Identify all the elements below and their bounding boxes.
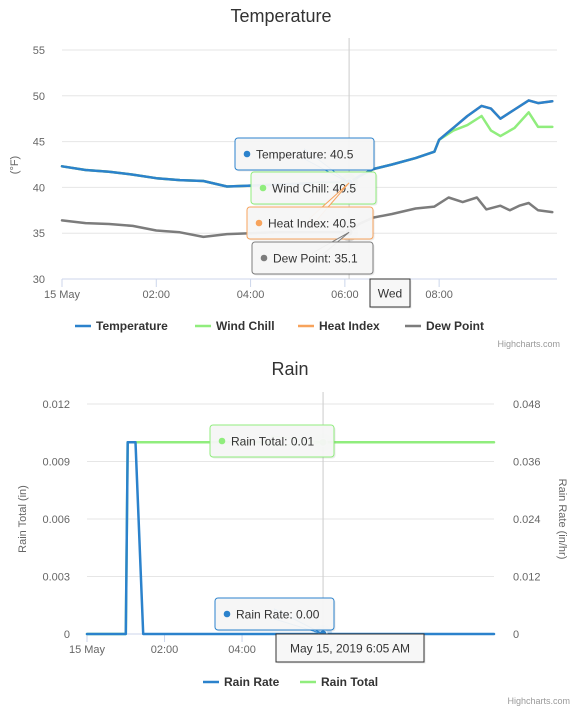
y2-tick-label: 0.036 [513, 457, 541, 469]
legend-item: Rain Total [321, 675, 378, 689]
tooltip-dot [243, 150, 251, 158]
tooltip-dot [218, 437, 226, 445]
x-tick-label: 15 May [44, 289, 81, 301]
x-ticks [61, 279, 440, 287]
tooltip: Dew Point: 35.1 [251, 231, 375, 276]
tooltip-label: Heat Index: 40.5 [268, 217, 356, 231]
x-tick-label: 06:00 [331, 289, 359, 301]
y-tick-label: 0.003 [42, 572, 70, 584]
y-axis-title: Rain Total (in) [17, 485, 29, 553]
tooltip-box [275, 633, 425, 663]
tooltip-label: Wed [378, 287, 402, 301]
x-tick-label: 04:00 [237, 289, 265, 301]
tooltip-label: Rain Rate: 0.00 [236, 608, 320, 622]
legend-item: Dew Point [426, 319, 484, 333]
y-tick-label: 40 [33, 182, 45, 194]
x-tick-label: 02:00 [143, 289, 171, 301]
tooltip-box [250, 171, 377, 205]
x-tick-label: 04:00 [228, 644, 256, 656]
tooltip-box [234, 137, 375, 171]
y-tick-label: 50 [33, 91, 45, 103]
tooltip: Temperature: 40.5 [234, 137, 376, 184]
y2-tick-labels: 0 0.012 0.024 0.036 0.048 [513, 399, 541, 641]
y2-axis-title: Rain Rate (in/hr) [556, 479, 568, 560]
legend-item: Rain Rate [224, 675, 280, 689]
y-tick-label: 55 [33, 45, 45, 57]
y2-tick-label: 0.048 [513, 399, 541, 411]
y-tick-labels: 0 0.003 0.006 0.009 0.012 [42, 399, 70, 641]
x-tick-label: 08:00 [425, 289, 453, 301]
rain-chart: Rain 0 0.003 0.006 0.009 0.012 0 0.012 0.024 0.… [17, 359, 570, 706]
credits[interactable]: Highcharts.com [497, 339, 560, 349]
y-axis-title: (°F) [9, 156, 21, 174]
x-tooltip: Wed [369, 278, 412, 309]
legend-item: Wind Chill [216, 319, 275, 333]
x-tooltip: May 15, 2019 6:05 AM [275, 633, 426, 664]
tooltip-dot [255, 219, 263, 227]
chart-title: Rain [271, 359, 308, 379]
y-tick-label: 0 [64, 629, 70, 641]
x-tick-label: 02:00 [151, 644, 179, 656]
y2-tick-label: 0 [513, 629, 519, 641]
y2-tick-label: 0.024 [513, 514, 541, 526]
tooltip-label: May 15, 2019 6:05 AM [290, 642, 410, 656]
tooltip-label: Wind Chill: 40.5 [272, 182, 356, 196]
tooltip: Rain Rate: 0.00 [214, 597, 336, 635]
tooltip-box [369, 278, 411, 308]
legend-item: Heat Index [319, 319, 380, 333]
y-tick-label: 0.012 [42, 399, 70, 411]
y-tick-label: 45 [33, 137, 45, 149]
tooltip: Wind Chill: 40.5 [250, 171, 378, 206]
y-tick-label: 35 [33, 228, 45, 240]
x-tick-labels: 15 May 02:00 04:00 06:00 08:00 [44, 289, 453, 301]
legend-item: Temperature [96, 319, 168, 333]
x-tick-label: 15 May [69, 644, 106, 656]
legend: Rain Rate Rain Total [203, 675, 378, 689]
temperature-chart: Temperature 30 35 40 45 50 55 (°F) 15 May 02:0… [9, 6, 560, 349]
y2-tick-label: 0.012 [513, 572, 541, 584]
y-tick-labels: 30 35 40 45 50 55 [33, 45, 45, 286]
tooltip-layer: Rain Total: 0.01 Rain Rate: 0.00 May 15, 2… [209, 424, 426, 664]
tooltip-box [214, 597, 335, 631]
tooltip-box [251, 241, 374, 275]
y-tick-label: 30 [33, 274, 45, 286]
tooltip-box [209, 424, 335, 458]
tooltip: Heat Index: 40.5 [246, 182, 375, 241]
chart-title: Temperature [230, 6, 331, 26]
legend: Temperature Wind Chill Heat Index Dew Point [75, 319, 484, 333]
tooltip-label: Temperature: 40.5 [256, 148, 354, 162]
y-tick-label: 0.006 [42, 514, 70, 526]
tooltip-label: Rain Total: 0.01 [231, 435, 314, 449]
tooltip-dot [260, 254, 268, 262]
tooltip-layer: Temperature: 40.5 Wind Chill: 40.5 Heat In… [234, 137, 412, 309]
tooltip-label: Dew Point: 35.1 [273, 252, 358, 266]
credits[interactable]: Highcharts.com [507, 696, 570, 706]
tooltip-box [246, 206, 374, 240]
tooltip-dot [223, 610, 231, 618]
y-tick-label: 0.009 [42, 457, 70, 469]
tooltip: Rain Total: 0.01 [209, 424, 336, 459]
tooltip-dot [259, 184, 267, 192]
